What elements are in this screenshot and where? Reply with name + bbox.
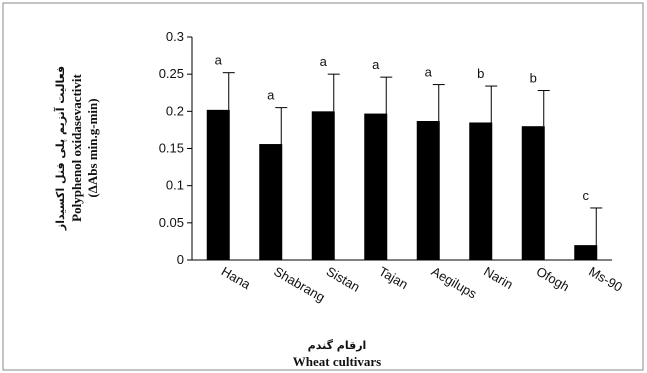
bar xyxy=(521,126,545,260)
y-tick-label: 0.3 xyxy=(166,29,184,44)
y-axis-title-persian: فعالیت آنزیم پلی فنل اکسیداز xyxy=(53,66,67,231)
significance-label: a xyxy=(215,53,223,68)
y-axis-ticks: 0 0.05 0.1 0.15 0.2 0.25 0.3 xyxy=(159,29,192,267)
significance-label: b xyxy=(530,71,537,86)
y-tick-label: 0.05 xyxy=(159,215,184,230)
bar xyxy=(364,113,388,261)
y-tick-label: 0.2 xyxy=(166,103,184,118)
significance-label: b xyxy=(477,66,484,81)
y-axis-title: Polyphenol oxidasevactivit xyxy=(69,73,84,221)
y-axis-title-unit: (ΔAbs min.g-min) xyxy=(85,98,100,197)
bar xyxy=(206,109,230,260)
x-axis-title-persian: ارقام گندم xyxy=(308,339,367,352)
bar xyxy=(574,245,598,260)
y-tick-label: 0.1 xyxy=(166,178,184,193)
significance-label: a xyxy=(372,57,380,72)
x-axis-title: Wheat cultivars xyxy=(293,354,381,369)
significance-label: c xyxy=(583,188,590,203)
y-tick-label: 0.15 xyxy=(159,141,184,156)
bar xyxy=(259,144,283,260)
bar xyxy=(416,120,440,260)
significance-label: a xyxy=(320,54,328,69)
significance-label: a xyxy=(425,65,433,80)
significance-label: a xyxy=(267,88,275,103)
y-tick-label: 0 xyxy=(177,252,184,267)
bar xyxy=(469,122,493,260)
bar xyxy=(311,111,335,260)
y-tick-label: 0.25 xyxy=(159,66,184,81)
